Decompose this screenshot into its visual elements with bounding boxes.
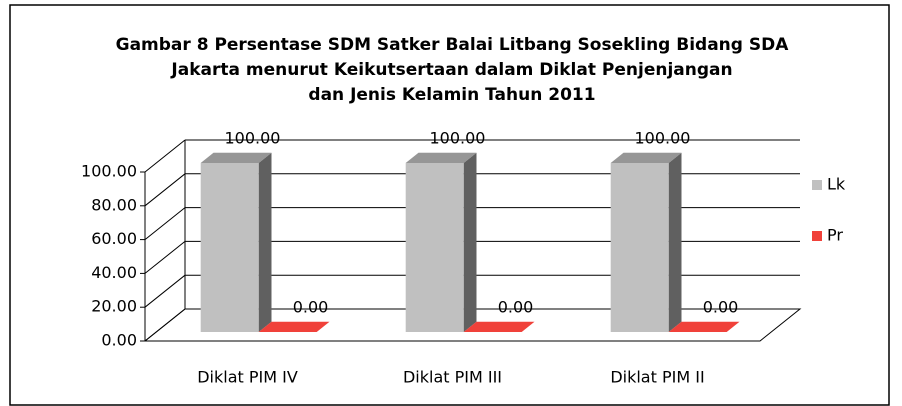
chart-title: Gambar 8 Persentase SDM Satker Balai Lit… [116,35,790,55]
data-label: 100.00 [225,128,281,147]
chart-title: dan Jenis Kelamin Tahun 2011 [308,85,595,105]
bar-top [463,321,535,333]
legend-label: Lk [827,175,846,194]
bar-top-shade [405,152,477,164]
y-tick-label: 40.00 [91,263,137,282]
legend-swatch [812,180,822,190]
y-tick-label: 60.00 [91,229,137,248]
data-label: 100.00 [430,128,486,147]
bar-top [405,152,477,164]
grid-line [144,173,186,207]
grid-line [144,207,186,240]
grid-line [144,241,186,274]
bar-front [405,163,464,333]
data-label: 0.00 [498,297,534,316]
bar-top [610,152,682,164]
bar-front [610,163,669,333]
grid-line [144,274,186,308]
y-tick-label: 80.00 [91,195,137,214]
bar-side-shade [463,152,477,333]
bar-top [258,321,330,333]
data-label: 0.00 [703,297,739,316]
y-tick-label: 0.00 [101,331,137,350]
grid-line [144,139,186,173]
x-tick-label: Diklat PIM IV [197,368,298,387]
bar-side-shade [258,152,272,333]
bar-top [668,321,740,333]
chart-title: Jakarta menurut Keikutsertaan dalam Dikl… [170,60,732,80]
bar-top-shade [200,152,272,164]
y-tick-label: 100.00 [81,162,137,181]
x-tick-label: Diklat PIM III [403,368,502,387]
bar-top-shade [610,152,682,164]
bar-top [200,152,272,164]
y-tick-label: 20.00 [91,297,137,316]
data-label: 0.00 [293,297,329,316]
x-tick-label: Diklat PIM II [610,368,704,387]
grid-line [144,308,186,342]
legend-swatch [812,231,822,241]
bar-side-shade [668,152,682,333]
data-label: 100.00 [635,128,691,147]
bar-front [200,163,259,333]
legend-label: Pr [827,226,843,245]
